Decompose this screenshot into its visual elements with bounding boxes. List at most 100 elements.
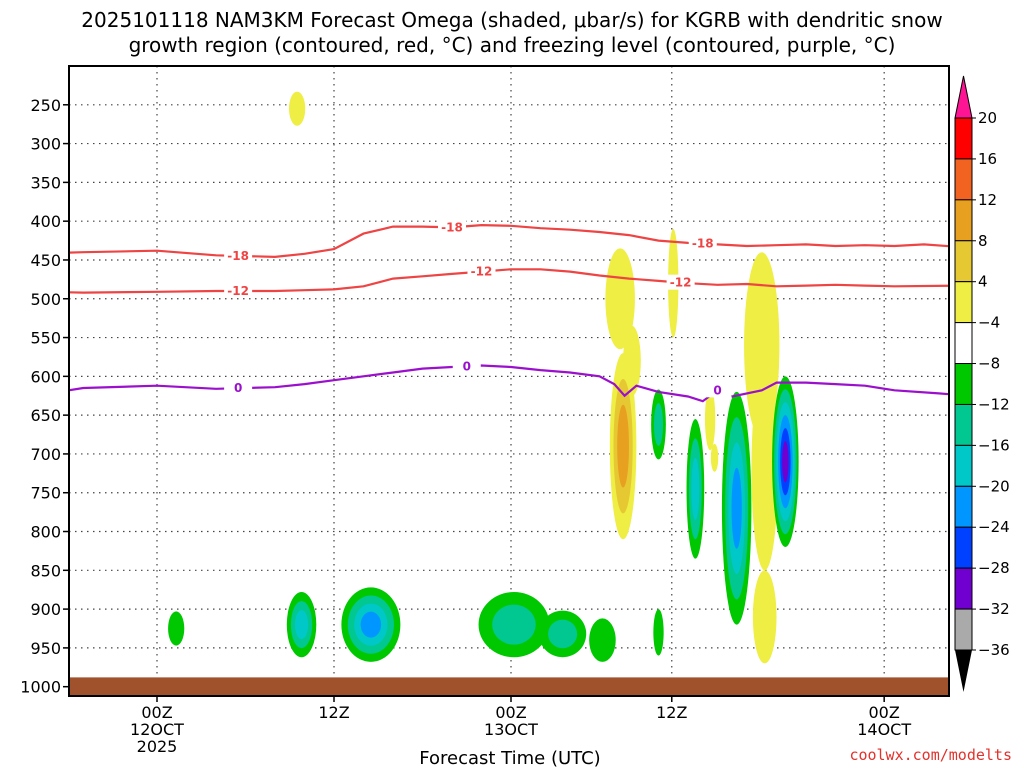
omega-shade-region: [617, 404, 629, 488]
colorbar-swatch: [954, 240, 973, 283]
contour-label-bg: [224, 380, 253, 396]
omega-shade-region: [360, 611, 382, 638]
omega-shade-region: [294, 610, 309, 640]
colorbar-swatch: [954, 363, 973, 405]
colorbar-top-arrow: [954, 75, 973, 119]
x-tick-label: 00Z: [495, 703, 526, 722]
colorbar-label: 20: [978, 109, 997, 127]
contour-label: -18: [227, 249, 249, 263]
y-tick-label: 750: [30, 484, 61, 503]
omega-shade-region: [782, 441, 789, 483]
contour-label-bg: [438, 219, 466, 235]
chart-title-line-1: 2025101118 NAM3KM Forecast Omega (shaded…: [81, 8, 942, 32]
colorbar-swatch: [954, 526, 973, 569]
temperature-contours: -18 -18 -18 -12 -12 -12 0 0 0: [69, 219, 949, 403]
colorbar-swatch: [954, 567, 973, 610]
contour-freezing-level-0C: [69, 364, 949, 403]
x-tick-label: 00Z: [141, 703, 172, 722]
colorbar-label: −24: [978, 518, 1010, 536]
contour-label: 0: [234, 381, 242, 395]
colorbar-label: −16: [978, 436, 1010, 454]
colorbar-swatch: [954, 322, 973, 365]
contour-label: 0: [713, 383, 721, 397]
colorbar-swatch: [954, 608, 973, 651]
colorbar-label: 12: [978, 191, 997, 209]
chart-title-line-2: growth region (contoured, red, °C) and f…: [129, 33, 896, 57]
x-axis-label: Forecast Time (UTC): [419, 748, 600, 768]
y-tick-label: 950: [30, 639, 61, 658]
y-tick-label: 400: [30, 212, 61, 231]
y-tick-label: 1000: [20, 678, 61, 697]
contour-label: -12: [227, 284, 249, 298]
colorbar-bottom-arrow: [955, 650, 972, 692]
omega-shading: [168, 91, 799, 664]
x-tick-label: 12Z: [318, 703, 349, 722]
plot-frame: [68, 65, 950, 697]
colorbar-label: 4: [978, 273, 988, 291]
colorbar-label: −28: [978, 559, 1010, 577]
omega-shade-region: [605, 248, 635, 350]
credit-text: coolwx.com/modelts: [849, 746, 1012, 764]
colorbar-swatch: [954, 117, 973, 160]
omega-shade-region: [752, 570, 777, 664]
ground-surface: [69, 677, 949, 696]
omega-shade-region: [653, 609, 664, 656]
x-tick-label: 12OCT: [130, 720, 184, 739]
colorbar-label: −12: [978, 395, 1010, 413]
omega-shade-region: [653, 402, 664, 446]
colorbar: 20 16 12 8 4 −4 −8 −12 −16 −20 −24 −28 −32 −36: [954, 75, 1010, 692]
contour-label: 0: [463, 359, 471, 373]
omega-shade-region: [168, 611, 185, 646]
colorbar-swatch: [954, 485, 973, 528]
contour-minus-18C: [69, 223, 949, 259]
colorbar-swatch: [954, 199, 973, 242]
y-tick-label: 450: [30, 251, 61, 270]
colorbar-label: 8: [978, 232, 988, 250]
colorbar-swatch: [954, 158, 973, 201]
contour-label: -18: [692, 237, 714, 251]
colorbar-label: −20: [978, 477, 1010, 495]
y-tick-label: 650: [30, 406, 61, 425]
colorbar-label: −32: [978, 600, 1010, 618]
contour-label-bg: [688, 235, 717, 251]
ground-fill: [69, 677, 949, 696]
colorbar-swatch: [954, 281, 973, 324]
y-tick-label: 550: [30, 329, 61, 348]
omega-shade-region: [589, 618, 616, 662]
colorbar-swatch: [954, 403, 973, 446]
omega-shade-region: [704, 387, 716, 451]
y-tick-label: 800: [30, 523, 61, 542]
y-tick-label: 700: [30, 445, 61, 464]
y-axis-ticks: 250 300 350 400 450 500 550 600 650 700 750 800 850 9…: [20, 96, 69, 697]
contour-label-bg: [452, 358, 481, 374]
omega-shade-region: [691, 457, 700, 520]
y-tick-label: 300: [30, 135, 61, 154]
contour-label: -12: [471, 265, 493, 279]
omega-shade-region: [751, 368, 778, 571]
omega-shade-region: [548, 619, 578, 649]
x-tick-label: 00Z: [869, 703, 900, 722]
colorbar-label: −8: [978, 355, 1000, 373]
y-tick-label: 850: [30, 561, 61, 580]
contour-label-bg: [666, 274, 695, 290]
y-tick-label: 250: [30, 96, 61, 115]
colorbar-label: −4: [978, 314, 1000, 332]
contour-minus-12C: [69, 268, 949, 294]
contour-label-bg: [703, 382, 732, 398]
omega-shade-region: [731, 467, 742, 549]
x-tick-label: 2025: [137, 737, 178, 756]
y-tick-label: 350: [30, 173, 61, 192]
colorbar-label: 16: [978, 150, 997, 168]
x-tick-label: 14OCT: [857, 720, 911, 739]
x-tick-label: 13OCT: [484, 720, 538, 739]
x-tick-label: 12Z: [656, 703, 687, 722]
y-tick-label: 500: [30, 290, 61, 309]
colorbar-swatch: [954, 444, 973, 487]
omega-shade-region: [492, 604, 536, 645]
grid-lines: [69, 66, 949, 696]
contour-label-bg: [224, 283, 253, 298]
contour-label: -12: [670, 276, 692, 290]
contour-label: -18: [441, 220, 463, 234]
